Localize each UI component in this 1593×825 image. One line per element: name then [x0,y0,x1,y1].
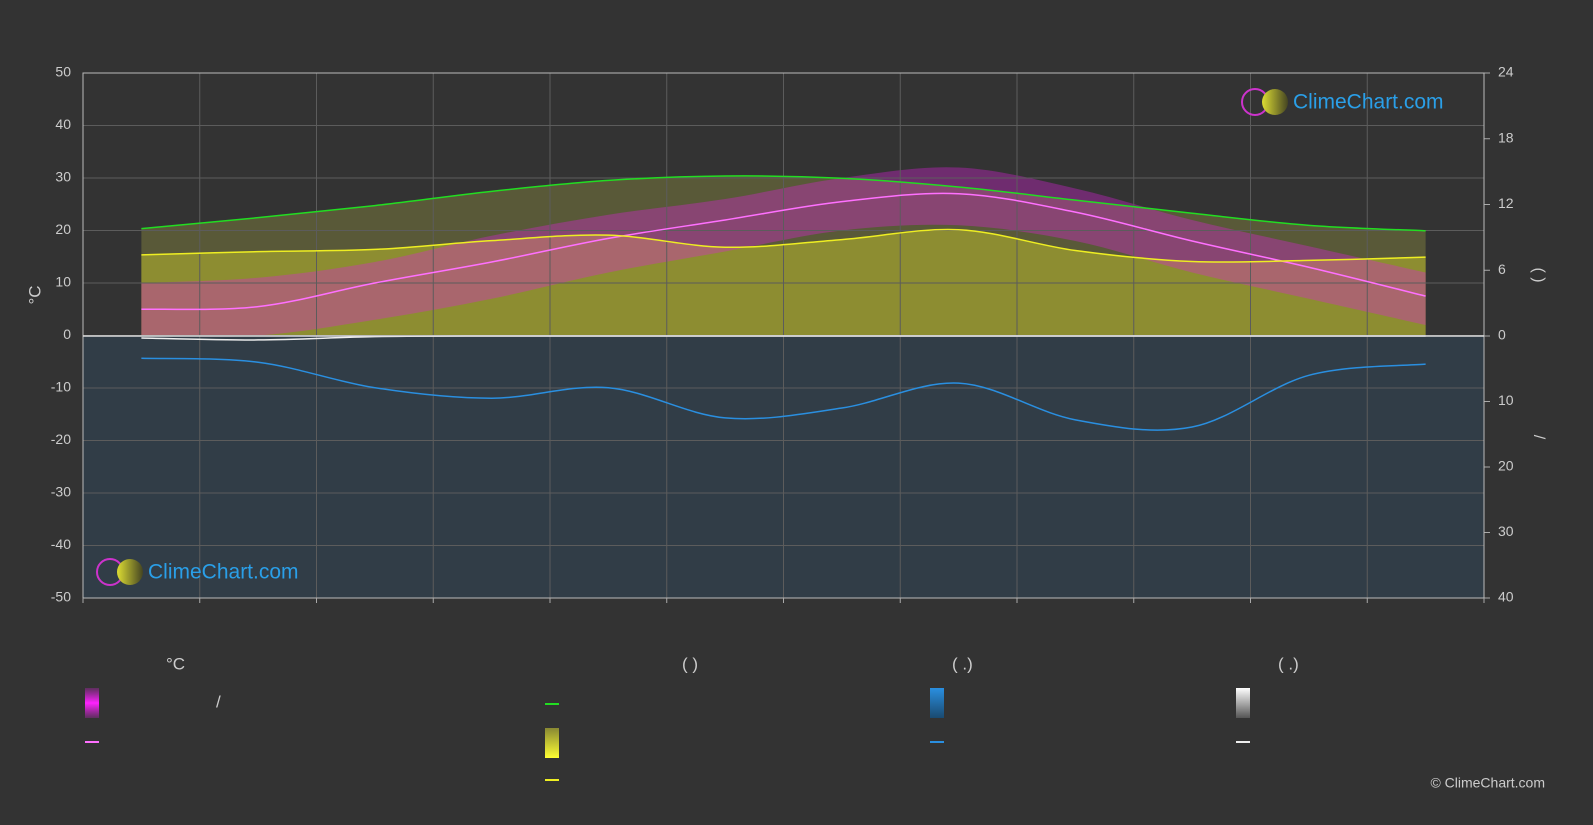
legend-header: ( .) [1278,654,1299,673]
y3-tick-label: 20 [1498,458,1514,474]
watermark: ClimeChart.com [1293,91,1444,114]
legend-header: ( .) [952,654,973,673]
y2-tick-label: 12 [1498,195,1514,211]
y-tick-label: -10 [51,379,71,395]
legend-header: ( ) [682,654,698,673]
y3-tick-label: 10 [1498,392,1514,408]
y3-tick-label: 0 [1498,327,1506,343]
legend-swatch [1236,688,1250,718]
series-line [141,192,1426,311]
series-line [141,228,1426,263]
legend-swatch [930,688,944,718]
y2-tick-label: 18 [1498,129,1514,145]
y3-tick-label: 40 [1498,589,1514,605]
y2-tick-label: 24 [1498,64,1514,80]
logo-top: ClimeChart.com [1241,88,1444,116]
y2-axis-label: ( ) [1530,267,1547,282]
series-line [141,175,1426,232]
y3-tick-label: 30 [1498,523,1514,539]
legend-swatch [545,728,559,758]
logo-bottom: ClimeChart.com [96,558,299,586]
series-line [141,357,1426,431]
y-tick-label: -50 [51,589,71,605]
y-tick-label: 30 [55,169,71,185]
legend-swatch [85,688,99,718]
y-tick-label: 10 [55,274,71,290]
y-tick-label: -30 [51,484,71,500]
copyright: © ClimeChart.com [1430,775,1545,791]
y3-axis-label: / [1530,435,1547,440]
y-tick-label: 0 [63,326,71,342]
y-tick-label: -40 [51,536,71,552]
lines [141,175,1426,431]
temp-range-band [141,167,1426,337]
y-tick-label: -20 [51,431,71,447]
y-tick-label: 20 [55,221,71,237]
y2-tick-label: 6 [1498,261,1506,277]
y-tick-label: 40 [55,116,71,132]
watermark: ClimeChart.com [148,561,299,584]
y-tick-label: 50 [55,64,71,80]
y-axis-label: °C [25,285,44,304]
legend-header: °C [166,654,185,673]
legend-separator: / [216,692,221,711]
